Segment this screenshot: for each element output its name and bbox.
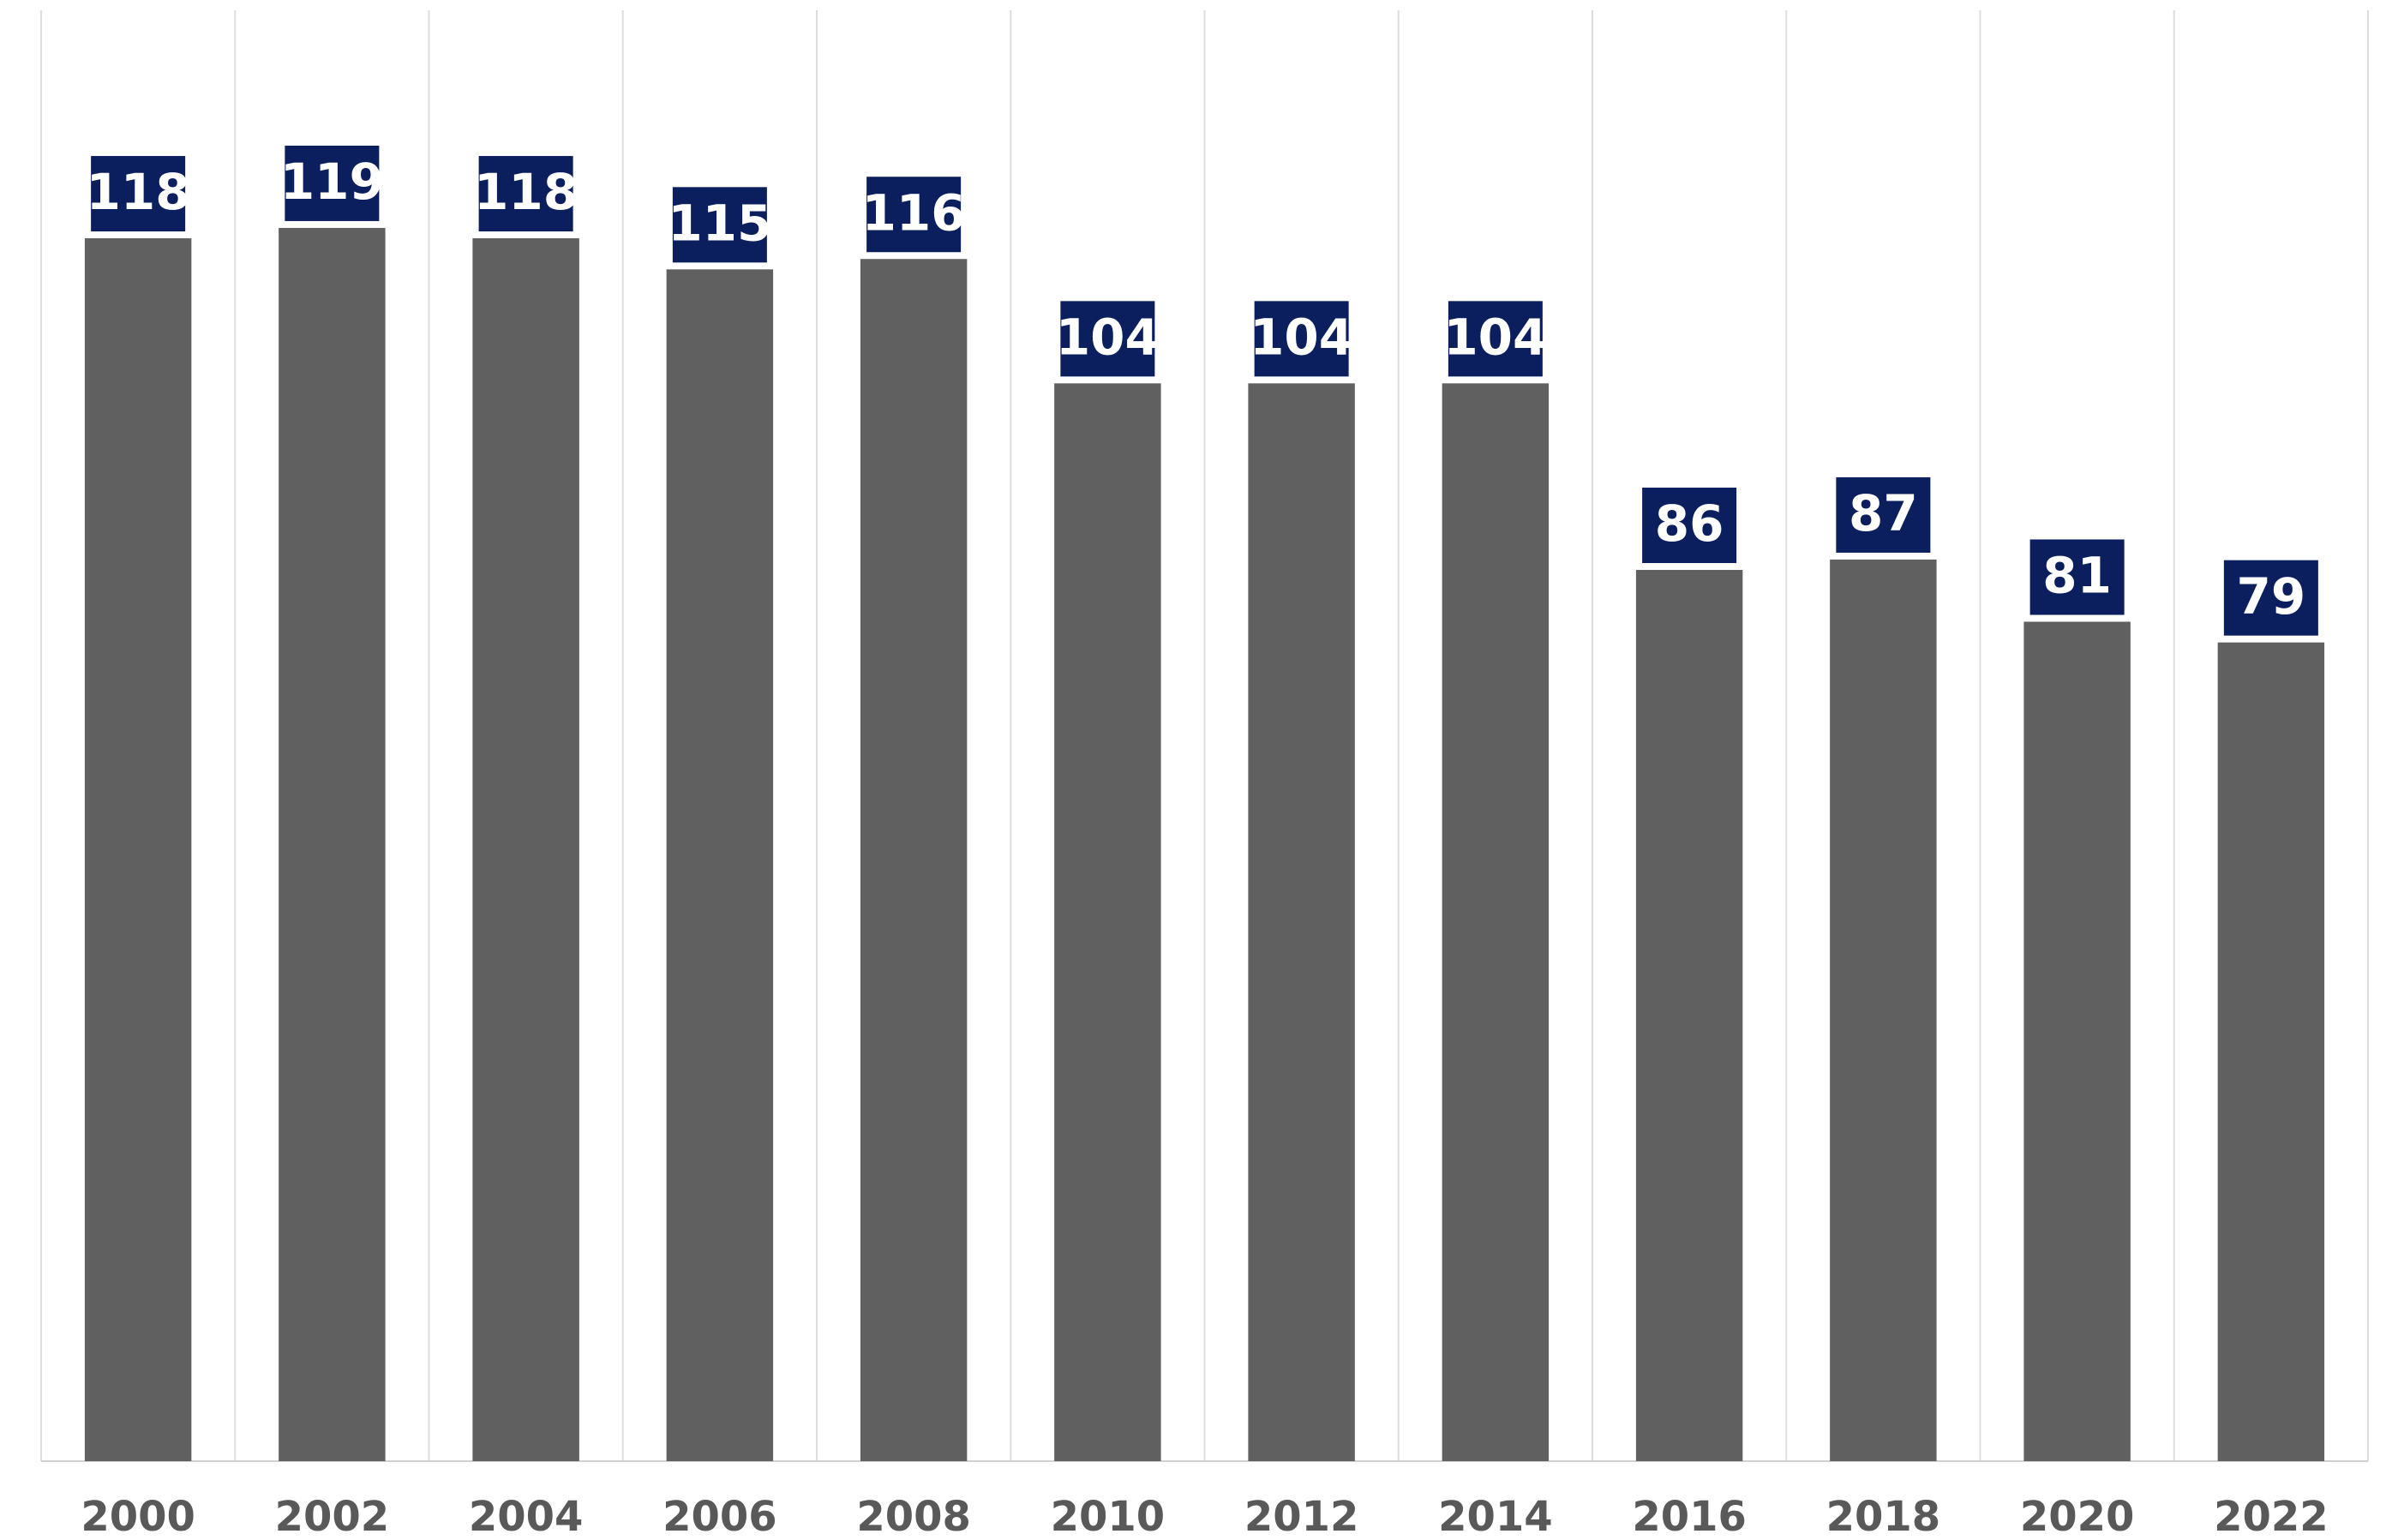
x-tick-label: 2014 [1438, 1493, 1553, 1540]
bar [1830, 559, 1937, 1462]
value-label-box [672, 187, 767, 263]
bar [666, 269, 774, 1462]
x-tick-label: 2010 [1051, 1493, 1166, 1540]
x-tick-label: 2020 [2020, 1493, 2135, 1540]
x-tick-label: 2000 [81, 1493, 195, 1540]
value-label: 104 [1056, 308, 1160, 366]
x-tick-label: 2006 [662, 1493, 777, 1540]
value-label: 104 [1443, 308, 1547, 366]
value-label: 115 [668, 194, 771, 252]
value-label: 119 [280, 153, 384, 211]
value-label: 116 [862, 183, 966, 242]
value-label-box [1836, 476, 1931, 553]
bar [472, 238, 579, 1461]
value-label: 86 [1655, 494, 1724, 553]
x-tick-label: 2008 [856, 1493, 971, 1540]
value-label-box [1448, 301, 1543, 377]
value-label: 81 [2042, 547, 2112, 605]
x-tick-label: 2004 [469, 1493, 584, 1540]
bar [2023, 621, 2131, 1461]
x-tick-label: 2022 [2214, 1493, 2329, 1540]
bar [279, 227, 386, 1462]
value-label-box [1642, 488, 1737, 564]
value-label-box [2029, 539, 2125, 615]
value-label-box [2223, 560, 2318, 636]
x-tick-label: 2002 [275, 1493, 390, 1540]
bar [1635, 570, 1743, 1461]
value-label-box [866, 177, 962, 253]
x-tick-label: 2016 [1632, 1493, 1747, 1540]
value-label-box [91, 156, 186, 232]
value-label: 104 [1250, 308, 1353, 366]
value-label-box [478, 156, 573, 232]
value-label-box [1254, 301, 1349, 377]
value-label: 87 [1849, 484, 1918, 542]
bar [1442, 383, 1550, 1461]
x-tick-label: 2012 [1244, 1493, 1359, 1540]
value-label-box [285, 145, 380, 221]
x-tick-label: 2018 [1826, 1493, 1941, 1540]
bar [1248, 383, 1355, 1461]
value-label: 118 [474, 163, 578, 221]
value-label-box [1060, 301, 1155, 377]
value-label: 118 [87, 163, 190, 221]
bar [84, 238, 192, 1461]
bar [2217, 642, 2325, 1461]
bar [860, 259, 968, 1462]
bar [1054, 383, 1161, 1461]
value-label: 79 [2237, 567, 2306, 626]
